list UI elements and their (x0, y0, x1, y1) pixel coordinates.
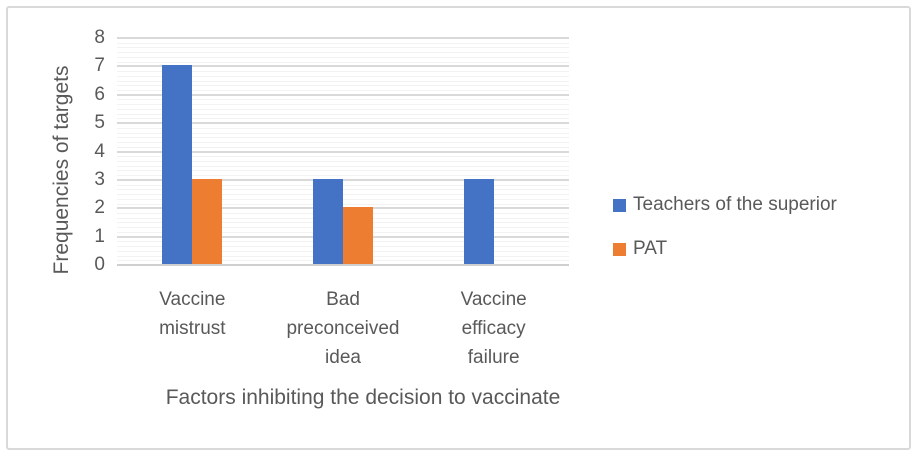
gridline-minor (117, 61, 569, 63)
gridline-minor (117, 52, 569, 54)
legend: Teachers of the superior PAT (613, 194, 837, 260)
bar-pat (192, 178, 223, 264)
plot-area (117, 37, 569, 266)
gridline-major (117, 150, 569, 153)
gridline-minor (117, 175, 569, 177)
x-axis-title: Factors inhibiting the decision to vacci… (165, 386, 561, 409)
gridline-minor (117, 184, 569, 186)
y-tick-label: 3 (94, 168, 105, 190)
gridline-minor (117, 203, 569, 205)
legend-series-label: Teachers of the superior (633, 194, 837, 215)
y-tick-label: 8 (94, 27, 105, 48)
gridline-minor (117, 170, 569, 172)
gridline-minor (117, 42, 569, 44)
y-tick-label: 4 (94, 140, 105, 162)
legend-item: Teachers of the superior (613, 194, 837, 216)
gridline-minor (117, 108, 569, 110)
gridline-minor (117, 194, 569, 196)
gridline-minor (117, 146, 569, 148)
gridline-major (117, 178, 569, 181)
y-tick-label: 5 (94, 112, 105, 134)
legend-swatch-icon (613, 198, 626, 212)
gridline-minor (117, 132, 569, 134)
gridline-major (117, 122, 569, 125)
bar-teachers-of-the-superior (162, 65, 193, 264)
y-tick-label: 6 (94, 83, 105, 105)
gridline-minor (117, 56, 569, 58)
bar-teachers-of-the-superior (463, 178, 494, 264)
x-category-label: Vaccine mistrust (159, 289, 226, 339)
gridline-major (117, 37, 569, 39)
legend-swatch-icon (613, 242, 626, 256)
gridline-minor (117, 99, 569, 101)
legend-item: PAT (613, 238, 837, 260)
gridline-minor (117, 104, 569, 106)
gridline-minor (117, 47, 569, 49)
gridline-minor (117, 71, 569, 73)
x-category-label: Vaccine efficacy failure (460, 289, 527, 368)
y-tick-label: 1 (94, 225, 105, 247)
y-tick-label: 0 (94, 254, 105, 275)
y-tick-label: 7 (94, 55, 105, 77)
gridline-major (117, 65, 569, 68)
gridline-minor (117, 80, 569, 82)
gridline-minor (117, 85, 569, 87)
gridline-minor (117, 127, 569, 129)
gridline-minor (117, 189, 569, 191)
bar-teachers-of-the-superior (313, 178, 343, 264)
gridline-minor (117, 137, 569, 139)
gridline-minor (117, 118, 569, 120)
gridline-minor (117, 113, 569, 115)
gridline-minor (117, 142, 569, 144)
gridline-minor (117, 156, 569, 158)
gridline-minor (117, 90, 569, 92)
legend-series-label: PAT (633, 238, 668, 259)
gridline-major (117, 93, 569, 96)
gridline-minor (117, 165, 569, 167)
x-category-label: Bad preconceived idea (286, 289, 400, 368)
x-axis-line (117, 264, 569, 266)
gridline-minor (117, 198, 569, 200)
gridline-minor (117, 75, 569, 77)
gridline-minor (117, 160, 569, 162)
y-tick-label: 2 (94, 197, 105, 219)
bar-pat (343, 207, 373, 264)
